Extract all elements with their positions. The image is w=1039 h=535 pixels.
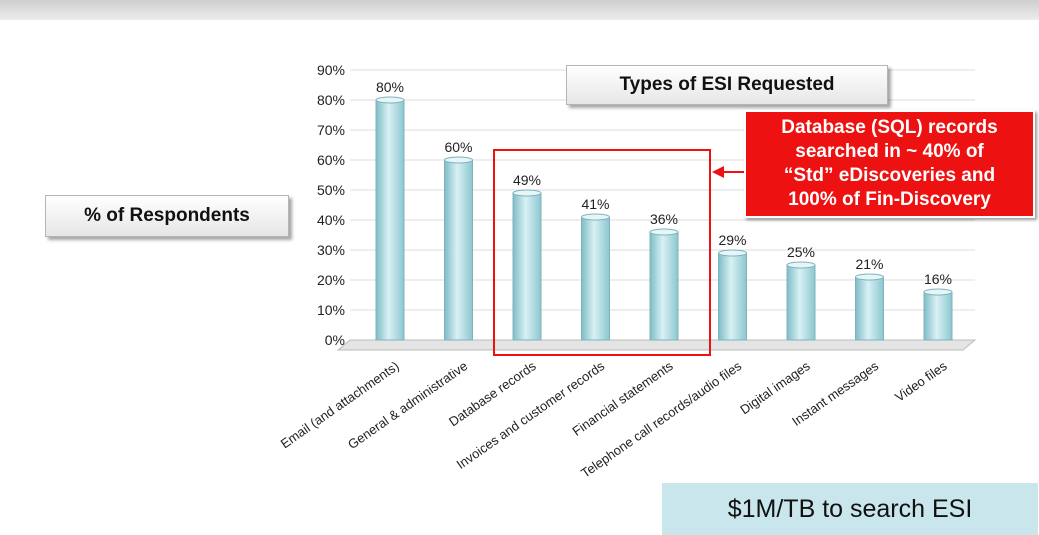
y-tick-label: 50% bbox=[317, 182, 345, 198]
data-label-5: 29% bbox=[718, 232, 746, 248]
y-tick-label: 0% bbox=[325, 332, 345, 348]
callout-line-4: 100% of Fin-Discovery bbox=[788, 189, 991, 210]
y-tick-label: 80% bbox=[317, 92, 345, 108]
callout-line-2: searched in ~ 40% of bbox=[795, 141, 984, 162]
data-label-3: 41% bbox=[581, 196, 609, 212]
category-label-8: Video files bbox=[892, 358, 950, 405]
y-tick-label: 30% bbox=[317, 242, 345, 258]
data-label-0: 80% bbox=[376, 79, 404, 95]
y-tick-label: 90% bbox=[317, 62, 345, 78]
bar-2 bbox=[512, 192, 542, 341]
bar-8 bbox=[923, 291, 953, 341]
y-axis-label: % of Respondents bbox=[45, 195, 289, 237]
data-label-2: 49% bbox=[513, 172, 541, 188]
bar-3 bbox=[581, 216, 610, 341]
bar-5 bbox=[718, 252, 747, 341]
y-tick-label: 20% bbox=[317, 272, 345, 288]
bar-cap-4 bbox=[649, 228, 679, 236]
bar-0 bbox=[375, 99, 405, 341]
bar-6 bbox=[786, 264, 816, 341]
bar-cap-6 bbox=[786, 261, 816, 269]
database-callout: Database (SQL) records searched in ~ 40%… bbox=[744, 110, 1035, 218]
y-tick-label: 10% bbox=[317, 302, 345, 318]
cost-note: $1M/TB to search ESI bbox=[662, 483, 1038, 535]
bar-cap-0 bbox=[375, 96, 405, 104]
bar-4 bbox=[649, 231, 679, 341]
bar-7 bbox=[855, 276, 884, 341]
y-tick-label: 70% bbox=[317, 122, 345, 138]
category-label-1: General & administrative bbox=[345, 358, 470, 452]
y-tick-label: 40% bbox=[317, 212, 345, 228]
category-label-0: Email (and attachments) bbox=[278, 358, 402, 451]
x-axis-floor bbox=[336, 339, 977, 351]
callout-line-1: Database (SQL) records bbox=[781, 117, 998, 138]
slide-top-bar bbox=[0, 0, 1039, 20]
data-label-4: 36% bbox=[650, 211, 678, 227]
data-label-6: 25% bbox=[787, 244, 815, 260]
callout-arrow-head bbox=[712, 166, 724, 178]
bar-cap-3 bbox=[581, 213, 610, 221]
callout-line-3: “Std” eDiscoveries and bbox=[783, 165, 996, 186]
data-label-8: 16% bbox=[924, 271, 952, 287]
data-label-1: 60% bbox=[444, 139, 472, 155]
bar-cap-5 bbox=[718, 249, 747, 257]
data-label-7: 21% bbox=[855, 256, 883, 272]
bar-cap-8 bbox=[923, 288, 953, 296]
y-tick-label: 60% bbox=[317, 152, 345, 168]
bar-cap-2 bbox=[512, 189, 542, 197]
bar-1 bbox=[444, 159, 473, 341]
bar-cap-7 bbox=[855, 273, 884, 281]
bar-cap-1 bbox=[444, 156, 473, 164]
chart-title: Types of ESI Requested bbox=[566, 65, 888, 105]
highlight-box bbox=[493, 149, 711, 356]
